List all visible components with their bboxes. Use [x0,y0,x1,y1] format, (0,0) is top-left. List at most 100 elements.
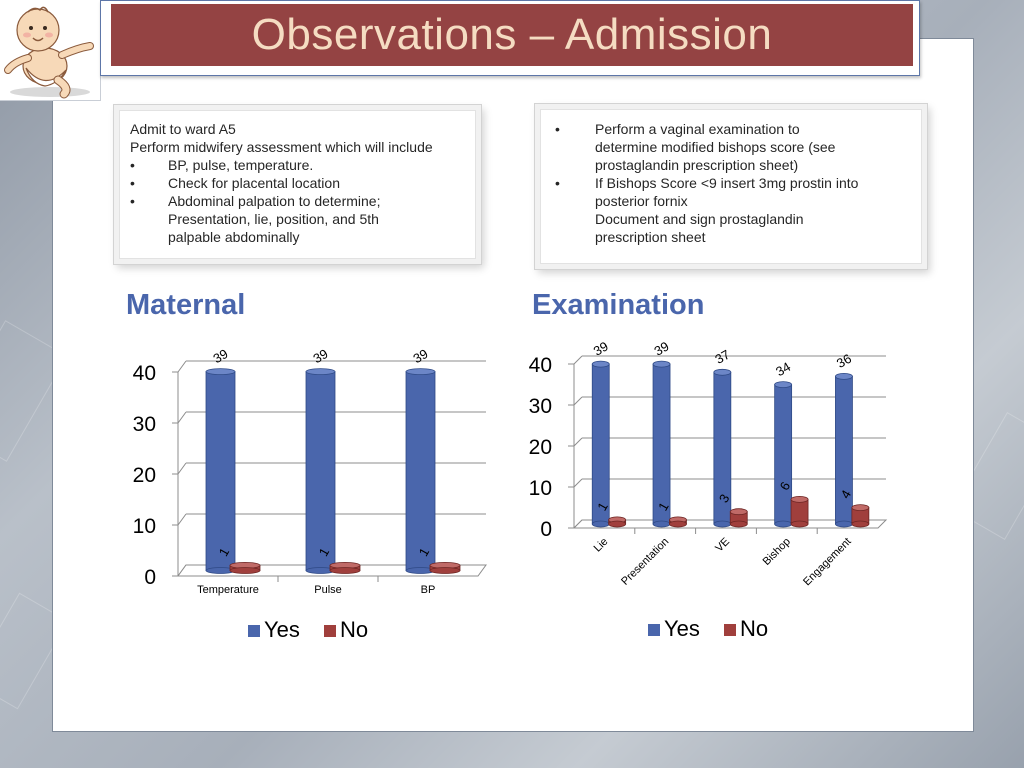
legend-yes-label: Yes [264,617,300,642]
title-frame: Observations – Admission [100,0,920,76]
bar-no-base [790,520,809,528]
bar-yes-base [652,520,671,528]
bar-no-base [608,520,627,528]
bullet-icon: • [555,121,560,137]
note-line: prostaglandin prescription sheet) [595,157,799,173]
bar-no-cap [729,508,748,516]
x-category-label: Lie [592,536,611,555]
bar-yes-base [591,520,610,528]
note-line: If Bishops Score <9 insert 3mg prostin i… [595,175,859,191]
data-label-yes: 39 [411,346,431,366]
bar-yes [405,371,436,571]
data-label-yes: 34 [773,359,793,379]
bar-yes-cap [652,360,671,368]
assessment-bullet-list: • BP, pulse, temperature. • Check for pl… [130,156,433,246]
bar-yes-base [713,520,732,528]
note-line: determine modified bishops score (see [595,139,836,155]
gridline-edge [177,411,187,424]
note-line: Document and sign prostaglandin [595,211,804,227]
y-tick-label: 20 [133,464,156,487]
x-category-label: Presentation [619,536,671,588]
bar-yes-cap [713,368,732,376]
y-tick-label: 30 [133,413,156,436]
bar-no-cap [851,504,870,512]
bar-no-base [729,520,748,528]
slide-title: Observations – Admission [251,10,773,59]
examination-instructions-box: • Perform a vaginal examination to deter… [541,110,921,263]
title-bar: Observations – Admission [111,4,913,66]
bullet-item: • Perform a vaginal examination to deter… [555,120,858,174]
bar-yes-cap [205,368,236,376]
y-tick-label: 0 [144,566,156,589]
examination-chart: 010203040391Lie391Presentation373VE346Bi… [529,338,888,641]
bar-no-base [851,520,870,528]
maternal-heading: Maternal [126,289,246,321]
data-label-yes: 39 [311,346,331,366]
bullet-icon: • [130,157,135,173]
x-category-label: Pulse [314,584,342,596]
bar-yes-cap [591,360,610,368]
bar-yes [774,384,793,525]
note-line: Perform midwifery assessment which will … [130,139,433,155]
data-label-yes: 36 [834,351,854,371]
bar-no [790,498,809,525]
bar-yes-cap [835,373,853,380]
note-line: prescription sheet [595,229,706,245]
baby-logo [0,0,101,101]
y-tick-label: 10 [133,515,156,538]
gridline-edge [177,513,187,526]
bar-yes [305,371,336,571]
note-line: Presentation, lie, position, and 5th [168,211,379,227]
note-line: palpable abdominally [168,229,300,245]
data-label-yes: 39 [211,346,231,366]
legend-no-swatch [324,625,336,637]
y-tick-label: 10 [529,477,552,500]
y-tick-label: 40 [529,354,552,377]
bar-yes-cap [305,368,336,376]
note-line: Admit to ward A5 [130,121,236,137]
legend-no-swatch [724,624,736,636]
bar-no-base [429,567,461,574]
x-category-label: Engagement [801,536,854,589]
bar-yes [652,363,671,525]
bar-no-base [329,567,361,574]
bullet-item: • If Bishops Score <9 insert 3mg prostin… [555,174,858,246]
admission-instructions-box: Admit to ward A5 Perform midwifery asses… [120,111,475,258]
legend-no-label: No [340,617,368,642]
gridline-edge [177,360,187,373]
note-line: Check for placental location [168,175,340,191]
data-label-yes: 39 [591,338,611,358]
note-line: Perform a vaginal examination to [595,121,800,137]
legend-yes-label: Yes [664,616,700,641]
data-label-yes: 37 [712,347,732,367]
x-category-label: BP [421,584,436,596]
legend-yes-swatch [248,625,260,637]
gridline-edge [573,355,583,365]
bar-no-cap [790,495,809,503]
legend-yes-swatch [648,624,660,636]
bullet-item: • Check for placental location [130,174,433,192]
gridline-edge [573,396,583,406]
gridline-edge [573,478,583,488]
bar-yes-cap [774,381,793,388]
x-category-label: VE [713,536,732,555]
bullet-icon: • [130,193,135,209]
note-line: BP, pulse, temperature. [168,157,314,173]
examination-heading: Examination [532,289,705,321]
bar-yes-base [835,520,853,528]
bullet-icon: • [130,175,135,191]
baby-illustration-icon [4,6,94,99]
x-category-label: Temperature [197,584,259,596]
data-label-yes: 39 [652,338,672,358]
y-tick-label: 0 [540,518,552,541]
bar-yes-cap [405,368,436,376]
note-line: posterior fornix [595,193,688,209]
bar-yes [591,363,610,525]
bullet-item: • Abdominal palpation to determine; Pres… [130,192,433,246]
x-category-label: Bishop [761,536,793,568]
gridline-edge [573,437,583,447]
bar-yes-base [774,520,793,528]
examination-bullet-list: • Perform a vaginal examination to deter… [555,120,858,246]
y-tick-label: 40 [133,362,156,385]
